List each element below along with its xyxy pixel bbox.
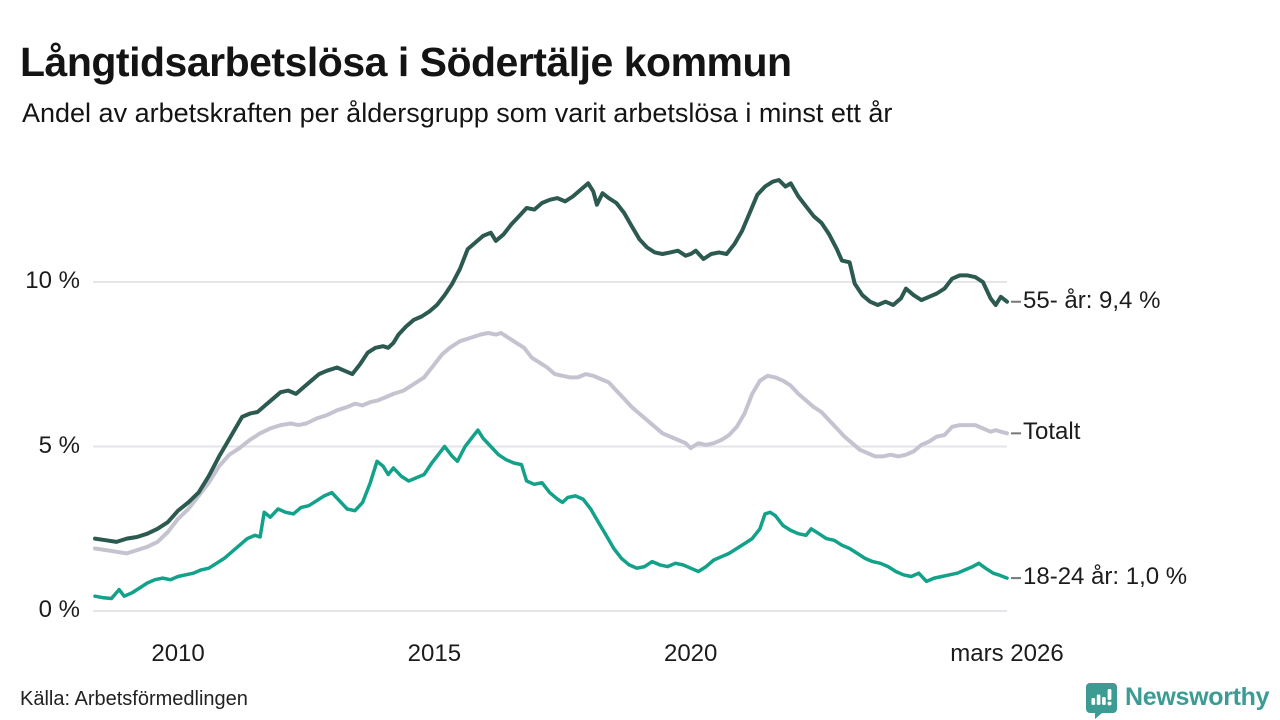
source-note: Källa: Arbetsförmedlingen (20, 688, 248, 710)
series-label-18-24r: 18-24 år: 1,0 % (1023, 563, 1188, 591)
series-line-18-24r (93, 428, 1009, 601)
x-tick-label: 2010 (151, 640, 205, 667)
y-tick-label: 5 % (38, 431, 80, 459)
x-tick-label: 2015 (407, 640, 462, 667)
series-line-Totalt (93, 331, 1009, 556)
chart-subtitle: Andel av arbetskraften per åldersgrupp s… (22, 98, 893, 128)
newsworthy-logo-icon (1086, 683, 1117, 719)
series-end-ticks (1011, 300, 1021, 580)
series-lines (93, 178, 1009, 601)
series-line-55-r (93, 178, 1009, 544)
series-label-55-r: 55- år: 9,4 % (1023, 286, 1161, 314)
page-title: Långtidsarbetslösa i Södertälje kommun (20, 39, 792, 86)
newsworthy-logo-text: Newsworthy (1125, 683, 1270, 711)
x-tick-label: 2020 (663, 640, 718, 667)
y-tick-label: 10 % (25, 267, 80, 294)
x-tick-label: mars 2026 (950, 640, 1064, 667)
y-tick-label: 0 % (38, 596, 80, 623)
series-label-Totalt: Totalt (1023, 418, 1081, 446)
newsworthy-logo: Newsworthy (1085, 682, 1270, 719)
